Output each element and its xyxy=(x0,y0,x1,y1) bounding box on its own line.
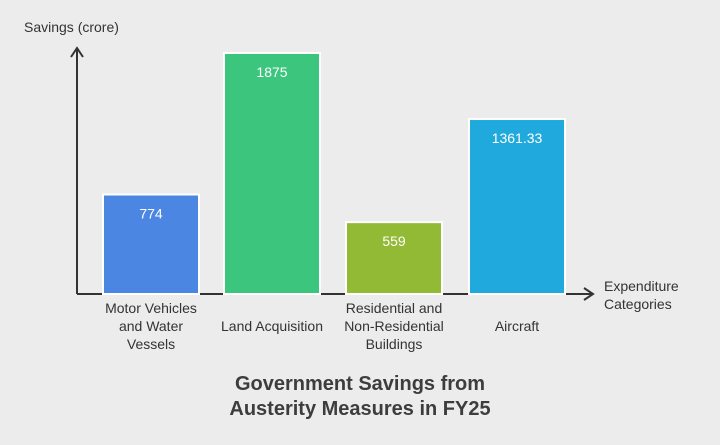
x-axis-label-text: Expenditure Categories xyxy=(604,278,679,312)
value-label-1: 774 xyxy=(139,206,163,222)
category-label-line: Land Acquisition xyxy=(221,318,323,334)
category-label-line: Residential and xyxy=(346,300,443,316)
value-label-2: 1875 xyxy=(256,64,287,80)
x-axis-label-line: Expenditure xyxy=(604,278,679,294)
category-label-line: Non-Residential xyxy=(344,318,444,334)
x-axis-label-line: Categories xyxy=(604,296,672,312)
chart-title: Government Savings from Austerity Measur… xyxy=(0,372,720,422)
y-axis-label: Savings (crore) xyxy=(24,19,119,35)
value-labels: 774 1875 559 1361.33 xyxy=(139,64,542,249)
value-label-4: 1361.33 xyxy=(492,130,543,146)
category-label-2: Land Acquisition xyxy=(221,318,323,334)
category-label-line: Aircraft xyxy=(495,318,539,334)
category-labels: Motor Vehicles and Water Vessels Land Acqui… xyxy=(105,300,539,352)
chart-title-line-1: Government Savings from xyxy=(234,373,486,395)
bar-3 xyxy=(345,221,443,296)
chart-title-line-2: Austerity Measures in FY25 xyxy=(229,398,491,420)
value-label-3: 559 xyxy=(382,233,406,249)
category-label-line: Buildings xyxy=(366,336,423,352)
category-label-line: Motor Vehicles xyxy=(105,300,197,316)
x-axis-arrowhead xyxy=(583,287,595,301)
chart-plot: Savings (crore) Expenditure Categories 77… xyxy=(24,19,679,352)
category-label-line: Vessels xyxy=(127,336,175,352)
category-label-3: Residential and Non-Residential Buildings xyxy=(344,300,444,352)
bars xyxy=(102,52,566,296)
category-label-4: Aircraft xyxy=(495,318,539,334)
category-label-line: and Water xyxy=(119,318,183,334)
category-label-1: Motor Vehicles and Water Vessels xyxy=(105,300,197,352)
x-axis-label: Expenditure Categories xyxy=(604,278,679,312)
y-axis-arrowhead xyxy=(70,46,84,58)
bar-4 xyxy=(468,118,566,296)
bar-2 xyxy=(223,52,321,295)
bar-1 xyxy=(102,193,200,295)
